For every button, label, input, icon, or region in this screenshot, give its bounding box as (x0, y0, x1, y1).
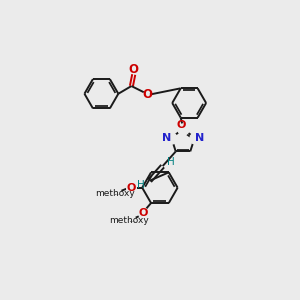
Text: H: H (167, 157, 175, 167)
Text: O: O (142, 88, 153, 101)
Text: O: O (177, 120, 186, 130)
Text: H: H (137, 180, 145, 190)
Text: O: O (127, 183, 136, 193)
Text: methoxy: methoxy (110, 216, 149, 225)
Text: O: O (139, 208, 148, 218)
Text: N: N (195, 133, 204, 143)
Text: methoxy: methoxy (95, 189, 135, 198)
Text: N: N (162, 133, 171, 143)
Text: methoxy: methoxy (115, 194, 122, 195)
Text: O: O (129, 63, 139, 76)
Text: methoxy: methoxy (130, 220, 136, 221)
